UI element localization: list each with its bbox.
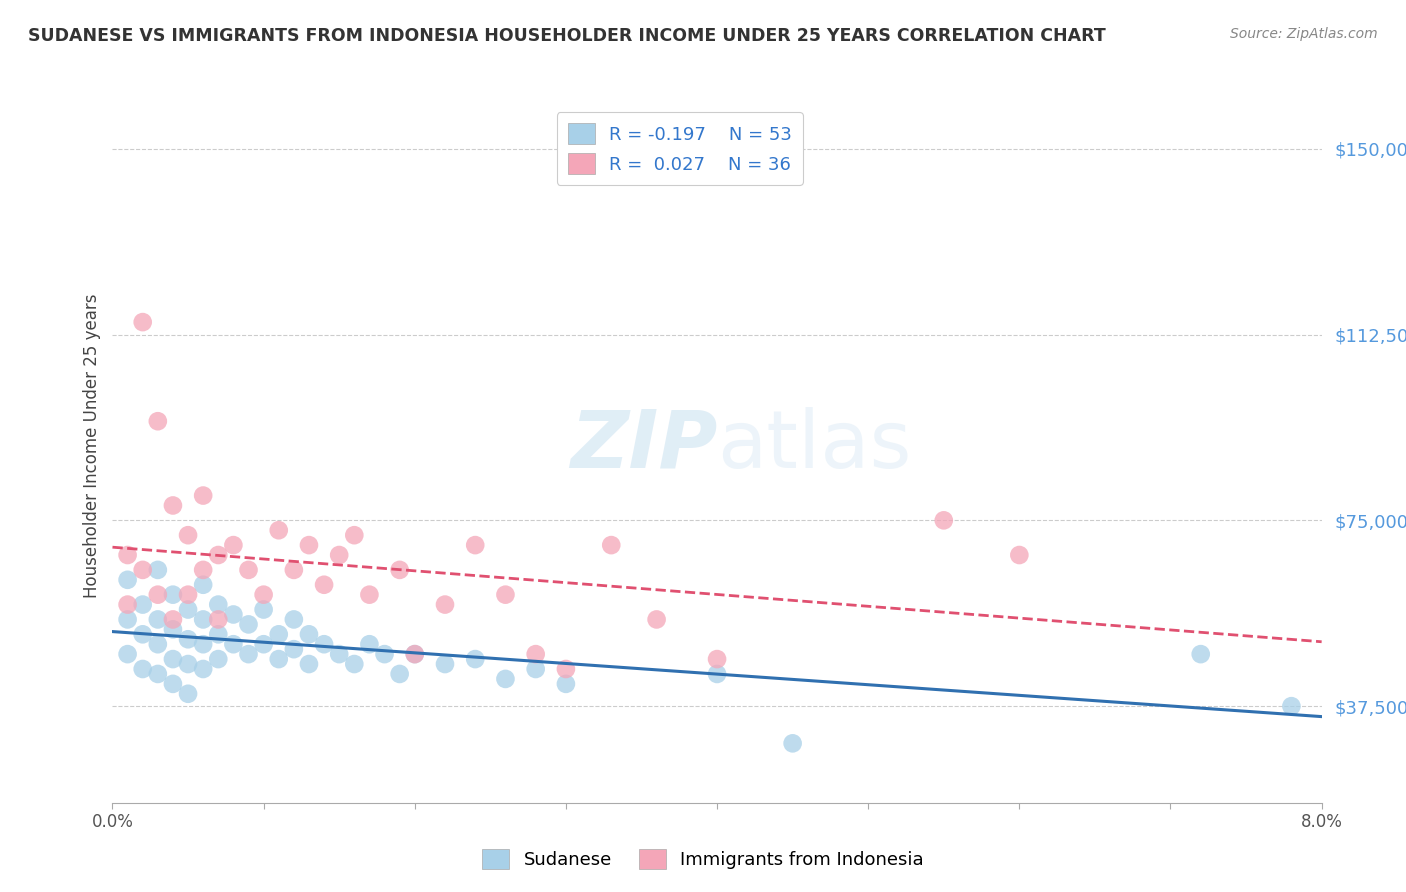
Point (162, 652, 184, 666)
Point (238, 563, 260, 577)
Point (312, 578, 335, 592)
Point (298, 657, 321, 671)
Point (343, 657, 366, 671)
Point (177, 528, 200, 542)
Point (146, 563, 169, 577)
Point (146, 588, 169, 602)
Point (207, 652, 229, 666)
Point (162, 677, 184, 691)
Point (117, 548, 139, 562)
Point (373, 647, 396, 661)
Point (267, 627, 290, 641)
Point (404, 647, 426, 661)
Point (177, 657, 200, 671)
Point (132, 315, 155, 329)
Point (283, 612, 305, 626)
Point (146, 667, 169, 681)
Point (207, 612, 229, 626)
Point (283, 563, 305, 577)
Legend: Sudanese, Immigrants from Indonesia: Sudanese, Immigrants from Indonesia (472, 839, 934, 879)
Point (328, 647, 350, 661)
Point (706, 652, 728, 666)
Point (162, 612, 184, 626)
Point (177, 632, 200, 647)
Point (283, 642, 305, 657)
Point (388, 667, 411, 681)
Point (1279, 699, 1302, 714)
Point (177, 602, 200, 616)
Y-axis label: Householder Income Under 25 years: Householder Income Under 25 years (83, 293, 101, 599)
Point (177, 588, 200, 602)
Point (298, 538, 321, 552)
Point (191, 578, 215, 592)
Point (117, 598, 139, 612)
Point (554, 662, 576, 676)
Point (1189, 647, 1212, 661)
Point (146, 637, 169, 651)
Point (132, 598, 155, 612)
Point (359, 588, 381, 602)
Point (404, 647, 426, 661)
Point (600, 538, 623, 552)
Point (146, 612, 169, 626)
Point (359, 637, 381, 651)
Point (162, 623, 184, 637)
Legend: R = -0.197    N = 53, R =  0.027    N = 36: R = -0.197 N = 53, R = 0.027 N = 36 (557, 112, 803, 185)
Point (1008, 548, 1031, 562)
Point (132, 662, 155, 676)
Point (177, 687, 200, 701)
Text: Source: ZipAtlas.com: Source: ZipAtlas.com (1230, 27, 1378, 41)
Point (191, 662, 215, 676)
Point (238, 617, 260, 632)
Point (343, 528, 366, 542)
Point (146, 414, 169, 428)
Point (782, 736, 804, 750)
Point (267, 652, 290, 666)
Point (222, 538, 245, 552)
Point (495, 588, 517, 602)
Point (253, 637, 276, 651)
Point (464, 652, 486, 666)
Text: atlas: atlas (717, 407, 911, 485)
Point (524, 662, 547, 676)
Point (162, 499, 184, 513)
Point (253, 588, 276, 602)
Point (207, 627, 229, 641)
Point (117, 612, 139, 626)
Point (117, 647, 139, 661)
Point (222, 637, 245, 651)
Point (132, 627, 155, 641)
Point (117, 573, 139, 587)
Point (524, 647, 547, 661)
Point (932, 513, 955, 527)
Text: ZIP: ZIP (569, 407, 717, 485)
Point (191, 489, 215, 503)
Point (328, 548, 350, 562)
Point (433, 598, 456, 612)
Text: SUDANESE VS IMMIGRANTS FROM INDONESIA HOUSEHOLDER INCOME UNDER 25 YEARS CORRELAT: SUDANESE VS IMMIGRANTS FROM INDONESIA HO… (28, 27, 1107, 45)
Point (706, 667, 728, 681)
Point (238, 647, 260, 661)
Point (388, 563, 411, 577)
Point (253, 602, 276, 616)
Point (191, 612, 215, 626)
Point (298, 627, 321, 641)
Point (207, 598, 229, 612)
Point (222, 607, 245, 622)
Point (267, 523, 290, 537)
Point (207, 548, 229, 562)
Point (433, 657, 456, 671)
Point (191, 637, 215, 651)
Point (495, 672, 517, 686)
Point (132, 563, 155, 577)
Point (312, 637, 335, 651)
Point (554, 677, 576, 691)
Point (464, 538, 486, 552)
Point (191, 563, 215, 577)
Point (645, 612, 668, 626)
Point (162, 588, 184, 602)
